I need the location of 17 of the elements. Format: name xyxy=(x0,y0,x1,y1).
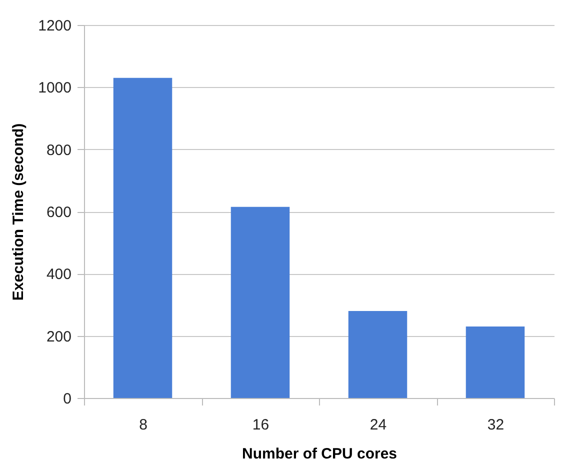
x-tick-label: 32 xyxy=(487,416,504,434)
y-tick-label: 1200 xyxy=(38,18,72,34)
y-tick-label: 0 xyxy=(63,390,72,408)
y-tick-label: 200 xyxy=(46,328,72,346)
bar xyxy=(230,206,290,398)
y-tick-label: 800 xyxy=(46,142,72,159)
bar xyxy=(466,326,525,398)
y-axis-title: Execution Time (second) xyxy=(10,123,28,301)
x-tick-label: 24 xyxy=(370,416,387,434)
y-tick-label: 600 xyxy=(46,204,72,221)
x-axis-title: Number of CPU cores xyxy=(242,446,398,462)
x-tick-label: 8 xyxy=(139,416,148,434)
bar xyxy=(113,78,172,398)
y-tick-label: 400 xyxy=(46,266,72,284)
x-tick-label: 16 xyxy=(252,416,270,434)
y-tick-label: 1000 xyxy=(38,80,72,97)
bar xyxy=(348,310,408,398)
